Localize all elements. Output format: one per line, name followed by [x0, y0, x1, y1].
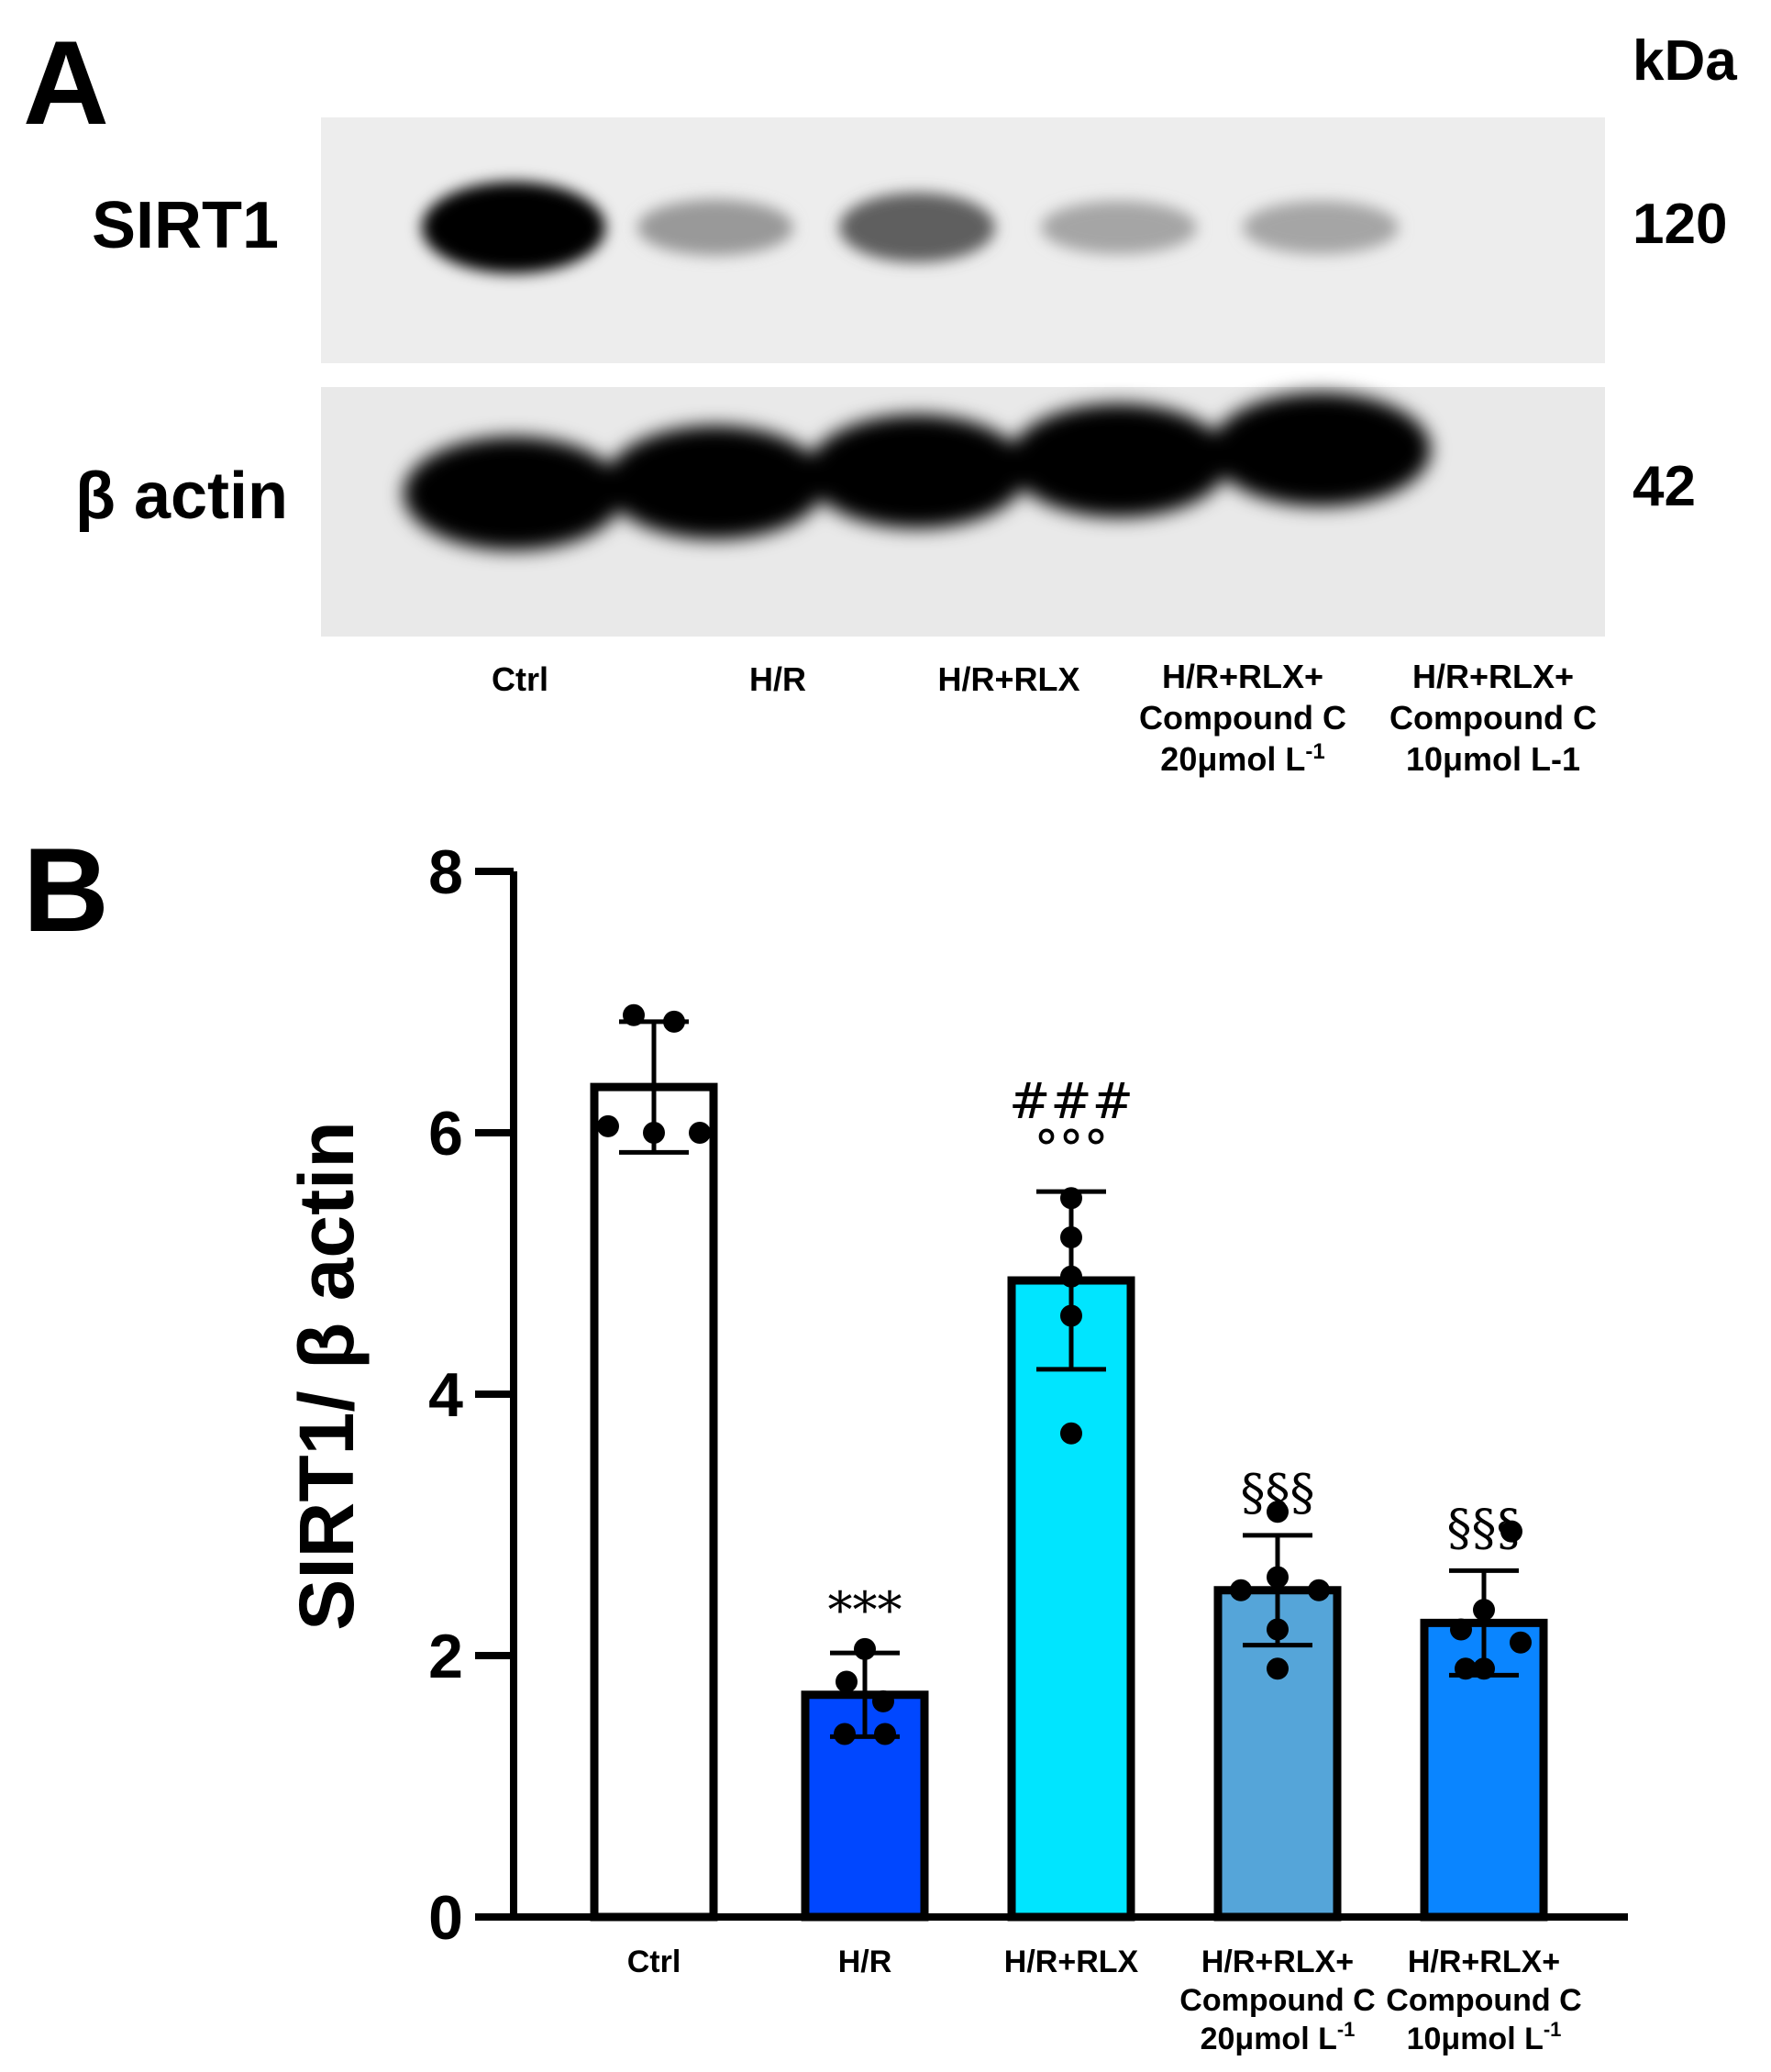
data-point [1060, 1422, 1082, 1445]
data-point [1500, 1520, 1522, 1543]
x-category-label-line3: 10μmol L-1 [1407, 2018, 1562, 2056]
data-point [1060, 1187, 1082, 1210]
x-category-label: H/R [838, 1945, 892, 1979]
blot-lane-label: H/R+RLX+ Compound C 10μmol L-1 [1389, 658, 1597, 778]
sirt1-band [839, 193, 995, 262]
panel-b-letter: B [23, 823, 109, 957]
x-category-label: H/R+RLX [1004, 1945, 1139, 1979]
x-category-label-line2: Compound C [1386, 1983, 1581, 2018]
data-point [872, 1690, 894, 1712]
panel-a-letter: A [23, 16, 109, 150]
data-point [1060, 1304, 1082, 1327]
data-point [663, 1010, 685, 1033]
blot-lane-label: H/R [749, 660, 806, 698]
y-tick-label: 0 [428, 1883, 463, 1953]
sirt1-band [1243, 201, 1399, 254]
data-point [597, 1114, 619, 1137]
sirt1-band [422, 182, 605, 273]
data-point [689, 1122, 711, 1144]
bar [1007, 1276, 1135, 1922]
blot-lane-label: H/R+RLX+ Compound C 20μmol L-1 [1139, 658, 1346, 778]
data-point [854, 1637, 876, 1660]
data-point [1267, 1618, 1289, 1641]
kda-value-sirt1: 120 [1633, 193, 1728, 256]
data-point [1267, 1657, 1289, 1680]
x-category-label: H/R+RLX+ [1408, 1945, 1560, 1979]
significance-annotation: °°° [1035, 1120, 1109, 1178]
data-point [1230, 1579, 1252, 1601]
x-category-label-line2: Compound C [1179, 1983, 1375, 2018]
data-point [1060, 1265, 1082, 1288]
beta-actin-band [404, 437, 624, 550]
y-tick-label: 8 [428, 837, 463, 907]
blot-lane-label: H/R+RLX [937, 660, 1080, 698]
beta-actin-band [1211, 393, 1431, 506]
blot-lane-label: Ctrl [492, 660, 548, 698]
bar [590, 1082, 718, 1922]
y-tick-label: 6 [428, 1099, 463, 1169]
y-tick-label: 2 [428, 1622, 463, 1691]
data-point [1308, 1579, 1330, 1601]
data-point [834, 1723, 856, 1745]
data-point [1267, 1566, 1289, 1589]
beta-actin-band [1009, 404, 1229, 517]
significance-annotation: *** [828, 1581, 902, 1639]
significance-annotation: §§§ [1241, 1464, 1315, 1522]
data-point [1510, 1631, 1532, 1654]
significance-annotation: §§§ [1447, 1499, 1522, 1557]
data-point [1455, 1657, 1477, 1680]
data-point [1267, 1501, 1289, 1524]
data-point [1473, 1599, 1495, 1622]
western-blot-image [321, 117, 1605, 637]
data-point [874, 1723, 896, 1745]
data-point [623, 1003, 645, 1026]
kda-value-beta-actin: 42 [1633, 455, 1696, 518]
x-category-label: Ctrl [627, 1945, 681, 1979]
blot-row-label-beta-actin: β actin [75, 460, 288, 533]
x-category-label-line3: 20μmol L-1 [1201, 2018, 1356, 2056]
data-point [1450, 1618, 1472, 1641]
data-point [1060, 1226, 1082, 1248]
x-category-label: H/R+RLX+ [1201, 1945, 1354, 1979]
data-point [643, 1122, 665, 1144]
kda-unit-label: kDa [1633, 29, 1737, 93]
data-point [1473, 1657, 1495, 1680]
data-point [836, 1670, 858, 1693]
sirt1-band [1041, 201, 1197, 254]
blot-row-label-sirt1: SIRT1 [92, 189, 280, 262]
sirt1-band [637, 199, 793, 256]
y-tick-label: 4 [428, 1360, 463, 1430]
bar-chart: 0 2 4 6 8 SIRT1/ β actin *** ###°°° §§§ §§§ Ctrl H/… [283, 837, 1628, 2056]
significance-annotation: ### [1009, 1072, 1134, 1130]
y-axis-label: SIRT1/ β actin [283, 1121, 370, 1630]
beta-actin-band [605, 426, 825, 539]
beta-actin-band [807, 415, 1027, 528]
